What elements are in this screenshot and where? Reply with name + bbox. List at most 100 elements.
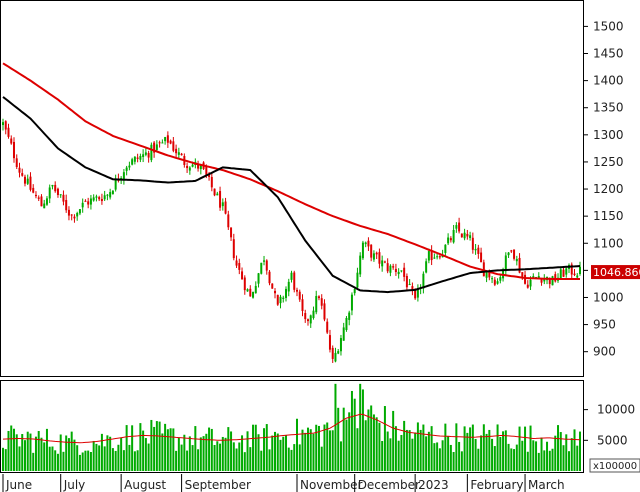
volume-bar xyxy=(540,437,543,471)
candle-body xyxy=(89,198,92,205)
x-tick-label: February xyxy=(470,478,523,492)
price-tick-label: 1500 xyxy=(593,19,624,33)
x-tick-label: 2023 xyxy=(418,478,449,492)
volume-bar xyxy=(279,439,282,471)
candle-body xyxy=(350,294,353,311)
volume-bar xyxy=(471,424,474,471)
candle-body xyxy=(276,294,279,305)
candle-body xyxy=(136,157,139,159)
candle-body xyxy=(518,257,521,273)
candle-body xyxy=(210,176,213,188)
volume-bar xyxy=(122,450,125,471)
candle-body xyxy=(232,239,235,259)
volume-bar xyxy=(54,450,57,471)
candle-body xyxy=(504,255,507,272)
x-tick-label: March xyxy=(528,478,565,492)
volume-bar xyxy=(416,422,419,471)
candle-body xyxy=(34,194,37,197)
volume-bar xyxy=(317,425,320,471)
volume-bar xyxy=(84,450,87,471)
candle-body xyxy=(444,244,447,253)
last-price-text: 1046.860 xyxy=(593,266,640,279)
volume-bar xyxy=(447,436,450,471)
candle-body xyxy=(23,176,26,184)
volume-bar xyxy=(419,429,422,471)
candle-body xyxy=(133,156,136,162)
candle-body xyxy=(161,142,164,144)
volume-bar xyxy=(496,424,499,471)
candle-body xyxy=(485,271,488,278)
volume-bar xyxy=(224,437,227,471)
volume-bar xyxy=(133,451,136,471)
candle-body xyxy=(252,291,255,298)
volume-bar xyxy=(191,445,194,471)
volume-bar xyxy=(348,412,351,471)
volume-bar xyxy=(339,441,342,471)
volume-bar xyxy=(301,429,304,471)
volume-bar xyxy=(208,427,211,471)
volume-bar xyxy=(543,450,546,471)
candle-body xyxy=(109,192,112,198)
volume-bar xyxy=(100,433,103,471)
candle-body xyxy=(73,216,76,219)
volume-bar xyxy=(2,447,4,471)
candle-body xyxy=(372,253,375,260)
candle-body xyxy=(460,233,463,238)
volume-bar xyxy=(238,442,241,471)
x-tick-label: June xyxy=(5,478,32,492)
volume-bar xyxy=(293,444,296,471)
volume-bar xyxy=(172,428,175,471)
candle-body xyxy=(92,197,95,201)
x-tick-label: November xyxy=(300,478,362,492)
volume-bar xyxy=(403,420,406,471)
candle-body xyxy=(312,310,315,319)
candle-body xyxy=(188,167,191,171)
volume-bar xyxy=(45,428,48,471)
volume-bar xyxy=(199,437,202,471)
candle-body xyxy=(493,279,496,285)
volume-bar xyxy=(227,427,230,471)
candle-body xyxy=(70,214,73,216)
volume-tick-label: 10000 xyxy=(597,403,635,417)
volume-bar xyxy=(147,443,150,471)
candle-body xyxy=(394,268,397,273)
candle-body xyxy=(221,202,224,207)
volume-unit-box xyxy=(589,458,640,473)
candle-body xyxy=(515,259,518,262)
candle-body xyxy=(197,163,200,169)
candle-body xyxy=(540,278,543,283)
candle-body xyxy=(381,260,384,267)
candle-body xyxy=(56,188,59,195)
candle-body xyxy=(334,352,337,362)
volume-bar xyxy=(381,441,384,471)
volume-bar xyxy=(67,438,70,471)
volume-bar xyxy=(260,450,263,471)
candle-body xyxy=(463,232,466,239)
volume-bar xyxy=(521,440,524,471)
candle-body xyxy=(265,260,268,271)
volume-bar xyxy=(334,383,337,471)
candle-body xyxy=(208,174,211,177)
volume-bar xyxy=(268,449,271,471)
candle-body xyxy=(521,272,524,277)
candle-body xyxy=(513,249,516,259)
volume-bar xyxy=(477,448,480,471)
volume-bar xyxy=(518,426,521,471)
volume-bar xyxy=(309,429,312,471)
volume-bar xyxy=(312,433,315,471)
volume-bar xyxy=(320,446,323,471)
volume-bar xyxy=(128,444,131,471)
volume-bar xyxy=(353,398,356,471)
volume-bar xyxy=(21,434,24,471)
candle-body xyxy=(81,202,84,208)
candle-body xyxy=(87,201,90,205)
volume-moving-average xyxy=(2,413,581,444)
volume-bar xyxy=(197,449,200,471)
price-tick-label: 1300 xyxy=(593,128,624,142)
volume-bar xyxy=(89,451,92,471)
candle-body xyxy=(309,315,312,324)
candle-body xyxy=(414,290,417,299)
candle-body xyxy=(361,242,364,259)
volume-bar xyxy=(370,405,373,471)
